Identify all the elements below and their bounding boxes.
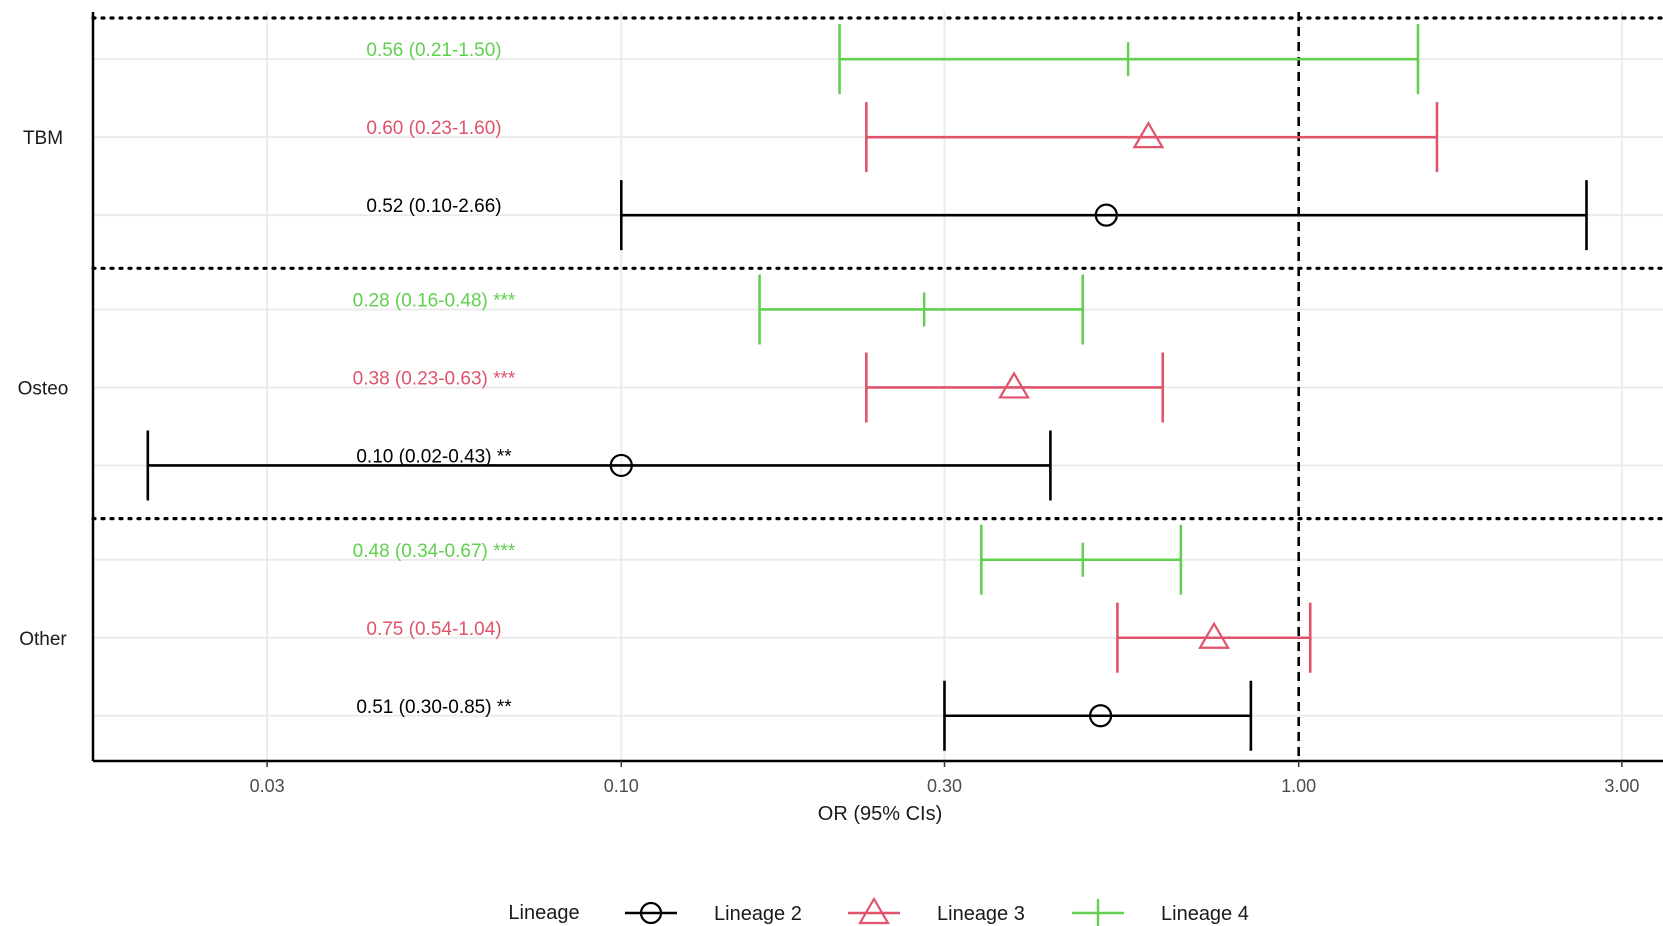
legend: Lineage Lineage 2 Lineage 3 Lineage 4 xyxy=(508,896,1249,926)
x-tick-label: 0.03 xyxy=(250,776,285,796)
axes xyxy=(91,12,1663,763)
legend-key-plus xyxy=(1072,899,1124,926)
error-bar-plus xyxy=(838,24,1420,95)
point-estimate-circle xyxy=(1088,704,1113,728)
x-axis-title: OR (95% CIs) xyxy=(818,803,942,825)
legend-circle-icon xyxy=(639,901,663,925)
x-tick-labels: 0.03 0.10 0.30 1.00 3.00 xyxy=(250,761,1639,796)
or-label: 0.60 (0.23-1.60) xyxy=(366,118,501,139)
x-tick-label: 0.30 xyxy=(927,776,962,796)
group-label: Other xyxy=(19,629,67,650)
error-bar-plus xyxy=(758,274,1085,345)
legend-triangle-icon xyxy=(858,896,890,925)
group-label: Osteo xyxy=(18,378,69,399)
legend-label: Lineage 2 xyxy=(714,903,802,925)
group-label: TBM xyxy=(23,128,63,149)
point-estimate-circle xyxy=(1094,203,1118,227)
error-bars xyxy=(146,24,1588,751)
legend-label: Lineage 3 xyxy=(937,903,1025,925)
point-estimate-triangle xyxy=(1198,621,1230,649)
error-bar-circle xyxy=(619,180,1588,251)
or-annotations: 0.56 (0.21-1.50) 0.28 (0.16-0.48) *** 0.48… xyxy=(353,40,516,718)
point-estimate-triangle xyxy=(998,371,1030,399)
or-label: 0.28 (0.16-0.48) *** xyxy=(353,290,516,311)
point-estimate-circle xyxy=(609,453,633,478)
legend-key-triangle xyxy=(848,896,900,925)
legend-label: Lineage 4 xyxy=(1161,903,1249,925)
error-bar-triangle xyxy=(865,352,1165,423)
legend-title: Lineage xyxy=(508,902,579,924)
group-labels: TBM Osteo Other xyxy=(18,128,69,650)
or-label: 0.52 (0.10-2.66) xyxy=(366,196,501,217)
or-label: 0.51 (0.30-0.85) ** xyxy=(356,697,512,718)
x-tick-label: 3.00 xyxy=(1604,776,1639,796)
error-bar-triangle xyxy=(1116,602,1312,673)
error-bar-circle xyxy=(943,680,1253,751)
or-label: 0.48 (0.34-0.67) *** xyxy=(353,541,516,562)
or-label: 0.38 (0.23-0.63) *** xyxy=(353,368,516,389)
group-separators xyxy=(91,16,1663,521)
legend-key-circle xyxy=(625,901,677,925)
error-bar-plus xyxy=(980,524,1183,595)
or-label: 0.56 (0.21-1.50) xyxy=(366,40,501,61)
or-label: 0.75 (0.54-1.04) xyxy=(366,619,501,640)
x-tick-label: 0.10 xyxy=(604,776,639,796)
or-label: 0.10 (0.02-0.43) ** xyxy=(356,446,512,467)
error-bar-triangle xyxy=(865,102,1439,173)
x-tick-label: 1.00 xyxy=(1281,776,1316,796)
point-estimate-triangle xyxy=(1132,120,1165,149)
error-bar-circle xyxy=(146,430,1052,501)
